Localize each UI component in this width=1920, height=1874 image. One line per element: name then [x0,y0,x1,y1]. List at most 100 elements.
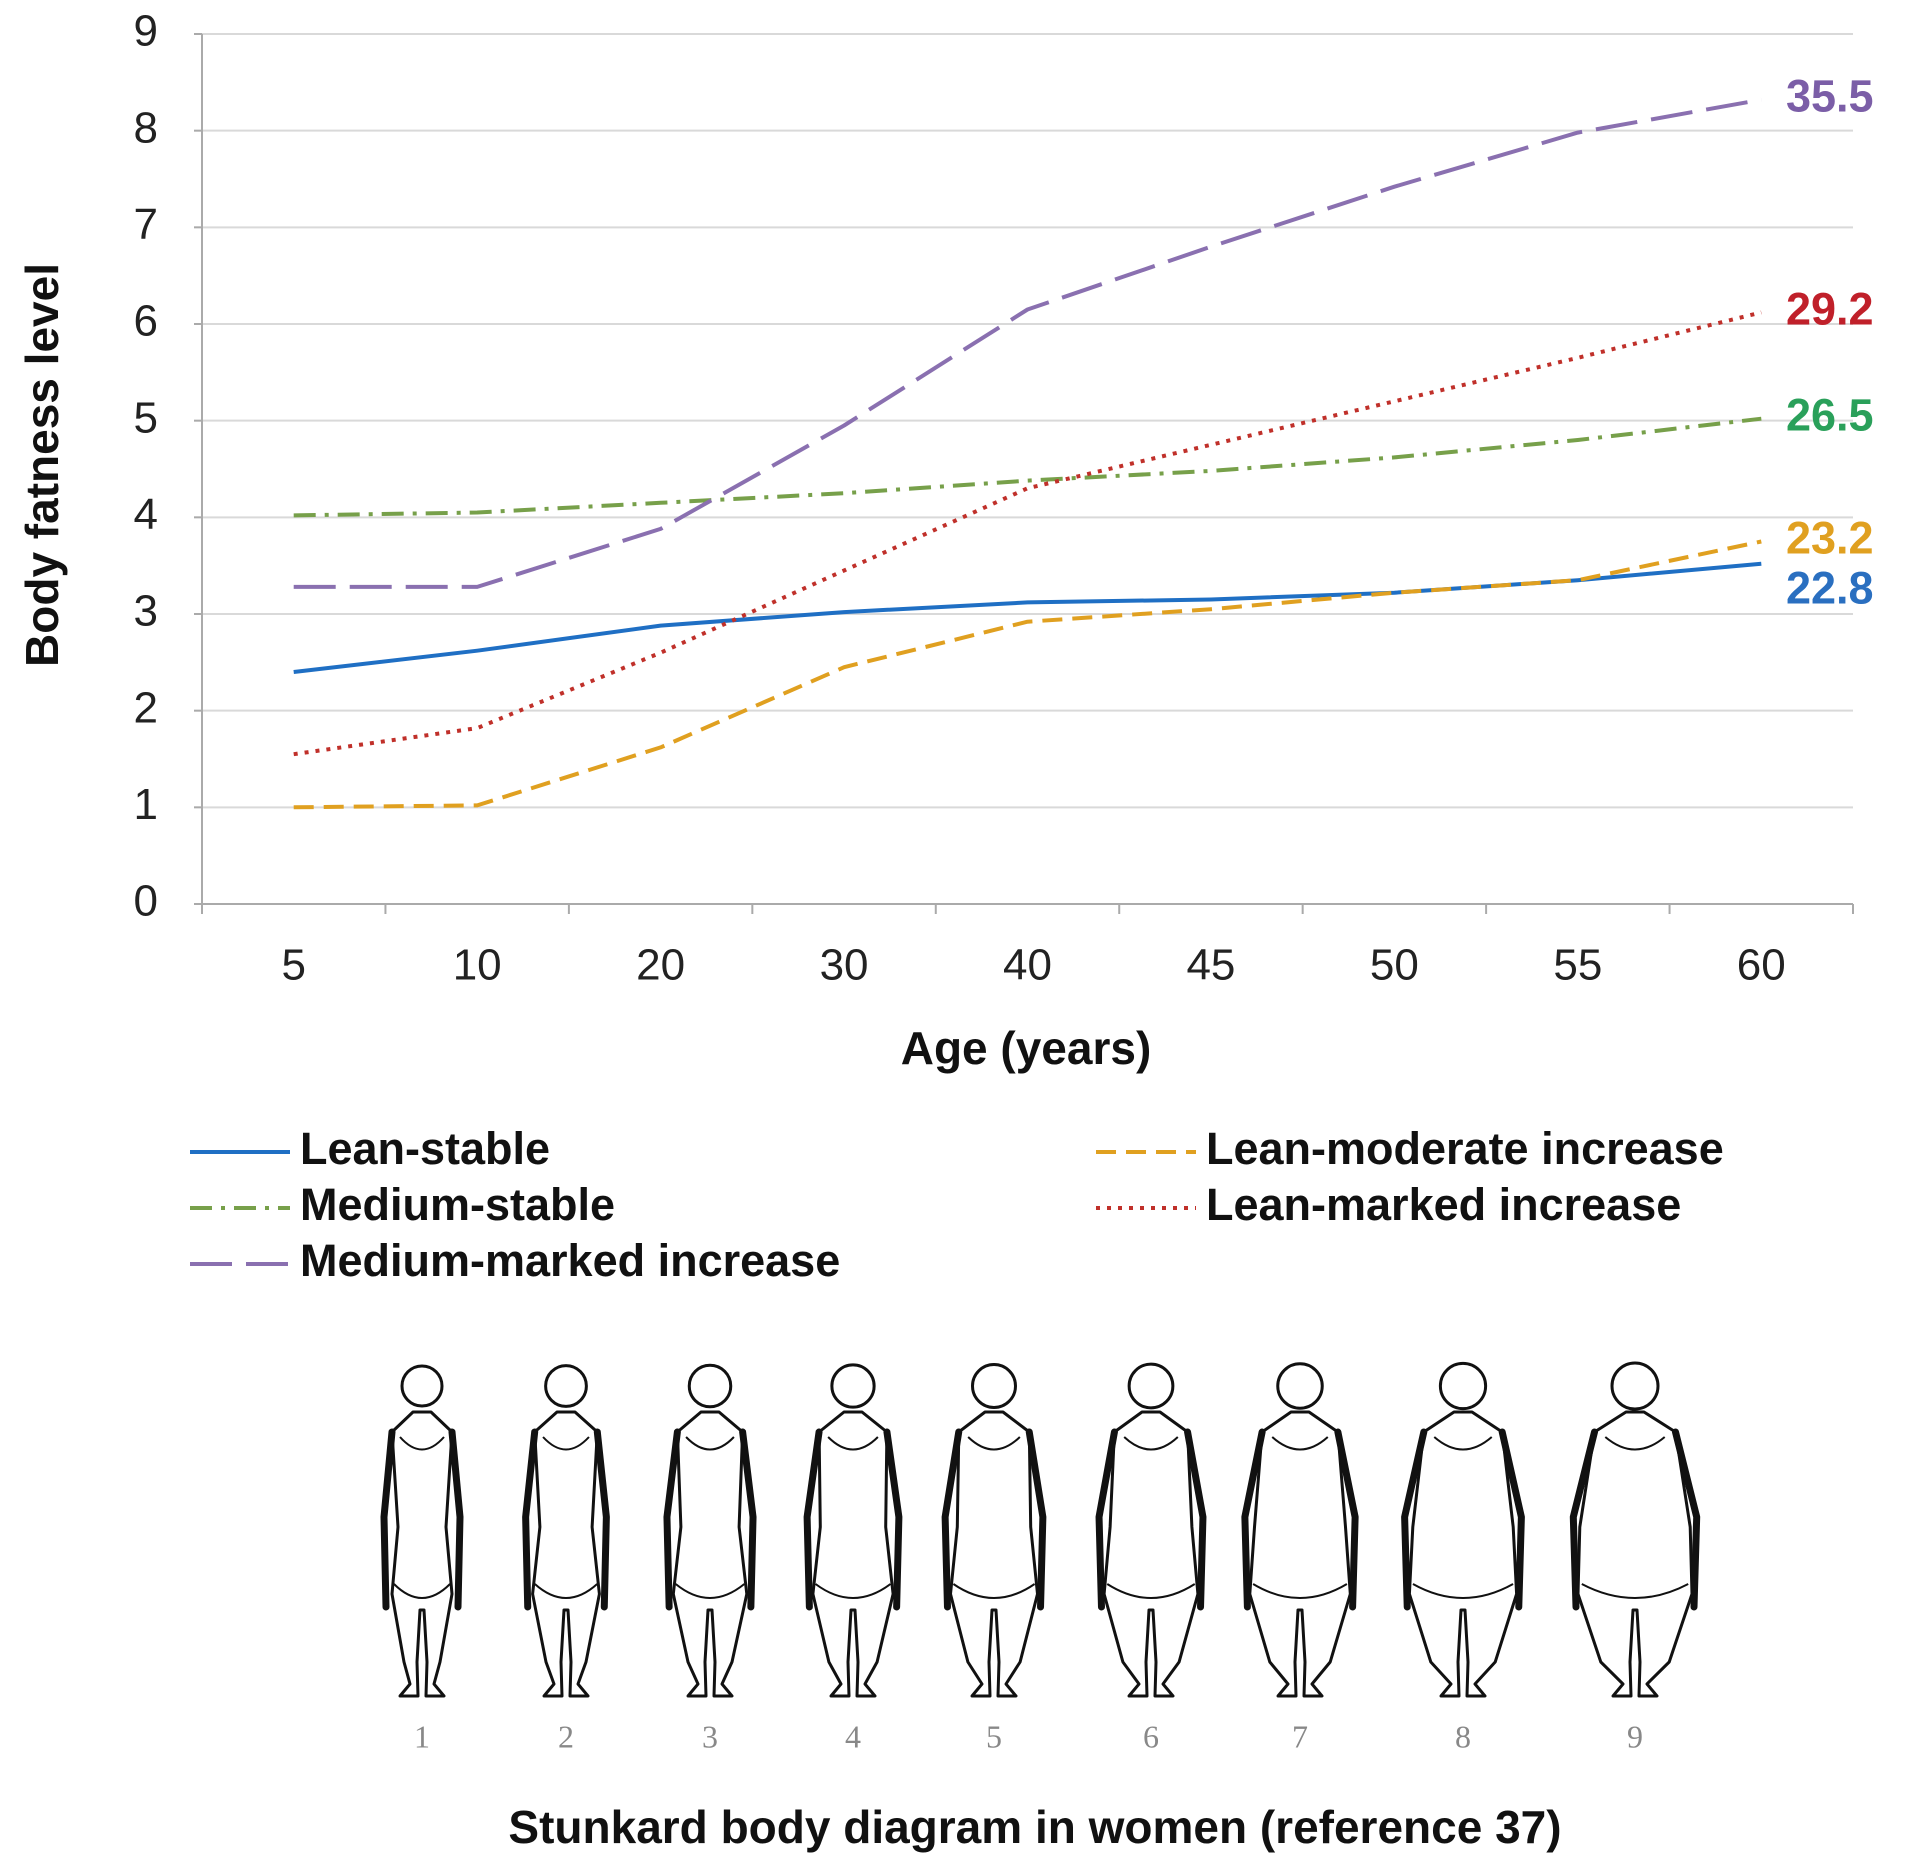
legend-label: Lean-stable [300,1123,550,1174]
y-tick-label: 0 [134,877,158,926]
figure-head [830,1363,876,1409]
figure-number: 5 [986,1718,1002,1754]
figure-number: 4 [845,1718,861,1754]
figure-number: 9 [1627,1718,1643,1754]
figure-body [1407,1410,1519,1698]
y-tick-label: 7 [134,200,158,249]
figure-number: 8 [1455,1718,1471,1754]
x-tick-label: 60 [1737,941,1786,990]
figure-arm [1184,1428,1207,1611]
series-line [293,539,1762,810]
figure-number: 6 [1143,1718,1159,1754]
figure-suit [675,1436,745,1599]
figure-body [671,1410,749,1698]
figure-body [390,1410,454,1698]
diagram-caption: Stunkard body diagram in women (referenc… [508,1801,1561,1853]
x-tick-label: 55 [1553,941,1602,990]
series-line [293,310,1762,757]
figure-body [811,1410,895,1698]
body-figure [1241,1362,1359,1698]
figure-head [1610,1361,1660,1411]
body-figure [522,1364,610,1698]
figure-head [1127,1362,1175,1410]
figure-arm [803,1428,823,1611]
body-figure [663,1363,757,1698]
figure-number: 1 [414,1718,430,1754]
figure-arm [522,1428,539,1611]
y-tick-label: 1 [134,780,158,829]
figure-suit [1581,1436,1689,1599]
figure-number: 2 [558,1718,574,1754]
figure-suit [814,1436,892,1599]
figure-arm [1095,1428,1118,1611]
legend-label: Lean-moderate increase [1206,1123,1724,1174]
figure-arm [883,1428,903,1611]
figure-head [687,1363,733,1409]
body-figure [1569,1361,1701,1698]
y-tick-label: 9 [134,7,158,56]
figure-suit [1252,1436,1348,1599]
y-tick-label: 4 [134,490,158,539]
x-tick-label: 10 [453,941,502,990]
body-figure [1095,1362,1207,1698]
end-label: 22.8 [1786,562,1874,613]
body-figure [941,1363,1047,1698]
figure-arm [593,1428,610,1611]
y-tick-label: 3 [134,587,158,636]
body-figure [1401,1361,1525,1698]
end-label: 23.2 [1786,512,1874,563]
figure-head [1276,1362,1324,1410]
figure-body [1576,1410,1694,1698]
y-tick-label: 2 [134,683,158,732]
figure-arm [941,1428,963,1611]
figure-arm [1569,1428,1598,1611]
figure-arm [448,1428,464,1611]
figure-arm [380,1428,396,1611]
figure-head [544,1364,588,1408]
figure-number: 7 [1292,1718,1308,1754]
figure-arm [663,1428,681,1611]
figure-number: 3 [702,1718,718,1754]
figure-head [971,1363,1017,1409]
figure-body [531,1410,601,1698]
figure-arm [1241,1428,1266,1611]
end-label: 29.2 [1786,283,1874,334]
y-tick-label: 8 [134,103,158,152]
y-tick-label: 5 [134,393,158,442]
figure-body [1102,1410,1200,1698]
figure-suit [393,1436,451,1599]
y-axis-title: Body fatness level [16,263,68,667]
figure-suit [952,1436,1036,1599]
series-line [293,97,1762,589]
figure-head [1438,1361,1488,1411]
y-tick-label: 6 [134,297,158,346]
figure-arm [1498,1428,1525,1611]
figure-suit [1106,1436,1196,1599]
figure-suit [1412,1436,1514,1599]
legend-label: Medium-stable [300,1179,615,1230]
figure-arm [1025,1428,1047,1611]
figure-suit [534,1436,598,1599]
figure-arm [1401,1428,1428,1611]
series-line [293,416,1762,518]
end-label: 35.5 [1786,71,1874,122]
figure-arm [1672,1428,1701,1611]
x-axis-title: Age (years) [901,1022,1152,1074]
figure-arm [739,1428,757,1611]
figure-body [949,1410,1039,1698]
x-tick-label: 5 [281,941,305,990]
x-tick-label: 40 [1003,941,1052,990]
series-line [293,561,1762,674]
x-tick-label: 45 [1186,941,1235,990]
figure-head [400,1364,444,1408]
x-tick-label: 20 [636,941,685,990]
figure-arm [1334,1428,1359,1611]
figure-body [1248,1410,1352,1698]
body-figure [803,1363,903,1698]
x-tick-label: 30 [820,941,869,990]
x-tick-label: 50 [1370,941,1419,990]
legend-label: Medium-marked increase [300,1235,840,1286]
body-figure [380,1364,464,1698]
